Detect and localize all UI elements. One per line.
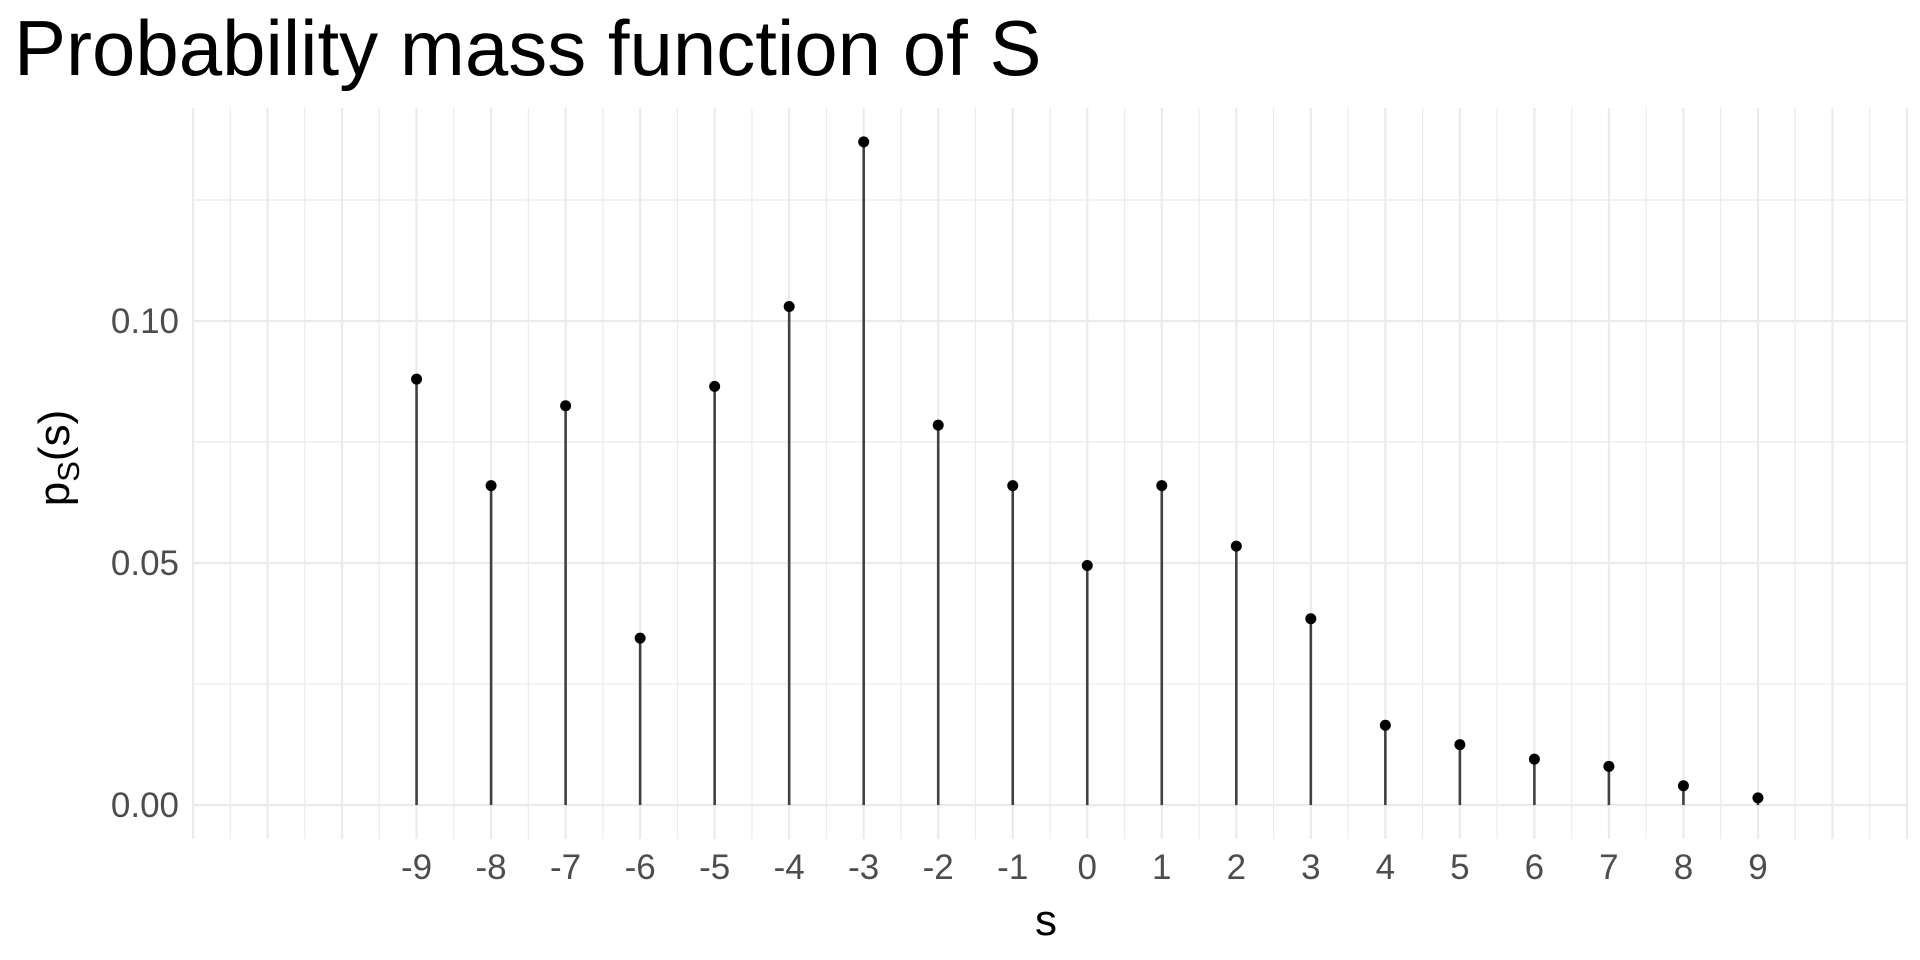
data-point — [1677, 780, 1689, 792]
data-point — [1454, 739, 1466, 751]
x-tick-label: -3 — [848, 848, 879, 887]
x-tick-label: 5 — [1450, 848, 1469, 887]
y-axis-title-subscript: S — [51, 461, 86, 482]
data-point — [1603, 760, 1615, 772]
y-axis-title: pS(s) — [30, 410, 86, 506]
data-point — [411, 373, 423, 385]
x-tick-label: -8 — [476, 848, 507, 887]
data-point — [1528, 753, 1540, 765]
data-point — [1379, 719, 1391, 731]
x-tick-label: 6 — [1525, 848, 1544, 887]
y-tick-label: 0.00 — [111, 786, 179, 825]
x-tick-label: -2 — [923, 848, 954, 887]
points — [411, 136, 1764, 804]
x-tick-label: 8 — [1674, 848, 1693, 887]
data-point — [932, 419, 944, 431]
x-tick-label: -1 — [997, 848, 1028, 887]
y-tick-label: 0.10 — [111, 302, 179, 341]
data-point — [709, 380, 721, 392]
data-point — [1081, 559, 1093, 571]
data-point — [634, 632, 646, 644]
x-tick-label: 9 — [1748, 848, 1767, 887]
data-point — [858, 136, 870, 148]
data-point — [1305, 613, 1317, 625]
x-tick-label: -7 — [550, 848, 581, 887]
x-tick-label: -6 — [625, 848, 656, 887]
x-tick-label: 2 — [1227, 848, 1246, 887]
grid-lines — [191, 108, 1909, 839]
data-point — [485, 480, 497, 492]
y-axis-title-suffix: (s) — [30, 410, 79, 461]
x-tick-label: 3 — [1301, 848, 1320, 887]
x-tick-label: 4 — [1376, 848, 1395, 887]
data-point — [1230, 540, 1242, 552]
data-point — [1752, 792, 1764, 804]
x-axis-title: s — [1035, 896, 1057, 945]
x-tick-label: 1 — [1152, 848, 1171, 887]
data-point — [560, 400, 572, 412]
y-axis-title-main: p — [30, 482, 79, 506]
y-tick-label: 0.05 — [111, 544, 179, 583]
x-tick-labels: -9 -8 -7 -6 -5 -4 -3 -2 -1 0 1 2 3 4 5 6 7 8 9 — [401, 848, 1768, 887]
data-point — [783, 300, 795, 312]
x-tick-label: 7 — [1599, 848, 1618, 887]
x-tick-label: 0 — [1078, 848, 1097, 887]
y-tick-labels: 0.00 0.05 0.10 — [111, 302, 179, 825]
data-point — [1007, 480, 1019, 492]
x-tick-label: -9 — [401, 848, 432, 887]
data-point — [1156, 480, 1168, 492]
x-tick-label: -4 — [774, 848, 805, 887]
chart-title: Probability mass function of S — [14, 4, 1042, 92]
x-tick-label: -5 — [699, 848, 730, 887]
